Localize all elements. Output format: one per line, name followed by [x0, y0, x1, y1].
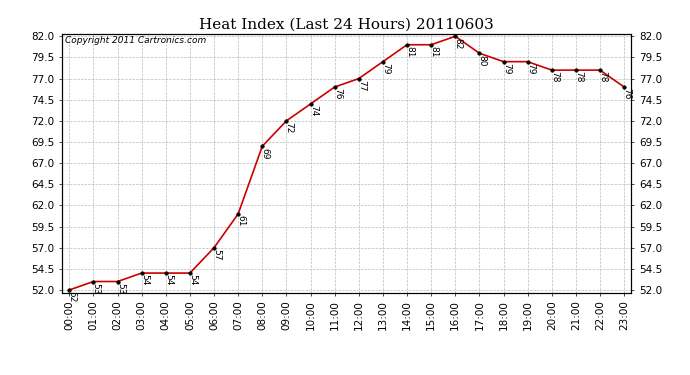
Text: 79: 79: [502, 63, 511, 75]
Text: 54: 54: [164, 274, 173, 286]
Title: Heat Index (Last 24 Hours) 20110603: Heat Index (Last 24 Hours) 20110603: [199, 17, 494, 31]
Text: 78: 78: [574, 72, 583, 83]
Text: Copyright 2011 Cartronics.com: Copyright 2011 Cartronics.com: [65, 36, 206, 45]
Text: 69: 69: [261, 148, 270, 159]
Text: 54: 54: [188, 274, 197, 286]
Text: 53: 53: [116, 283, 125, 294]
Text: 74: 74: [309, 105, 318, 117]
Text: 79: 79: [381, 63, 390, 75]
Text: 79: 79: [526, 63, 535, 75]
Text: 77: 77: [357, 80, 366, 92]
Text: 72: 72: [285, 122, 294, 134]
Text: 52: 52: [68, 291, 77, 303]
Text: 78: 78: [550, 72, 559, 83]
Text: 80: 80: [477, 55, 486, 66]
Text: 76: 76: [333, 88, 342, 100]
Text: 82: 82: [453, 38, 462, 49]
Text: 81: 81: [405, 46, 414, 58]
Text: 61: 61: [237, 215, 246, 227]
Text: 78: 78: [598, 72, 607, 83]
Text: 81: 81: [429, 46, 438, 58]
Text: 57: 57: [213, 249, 221, 261]
Text: 54: 54: [140, 274, 149, 286]
Text: 76: 76: [622, 88, 631, 100]
Text: 53: 53: [92, 283, 101, 294]
